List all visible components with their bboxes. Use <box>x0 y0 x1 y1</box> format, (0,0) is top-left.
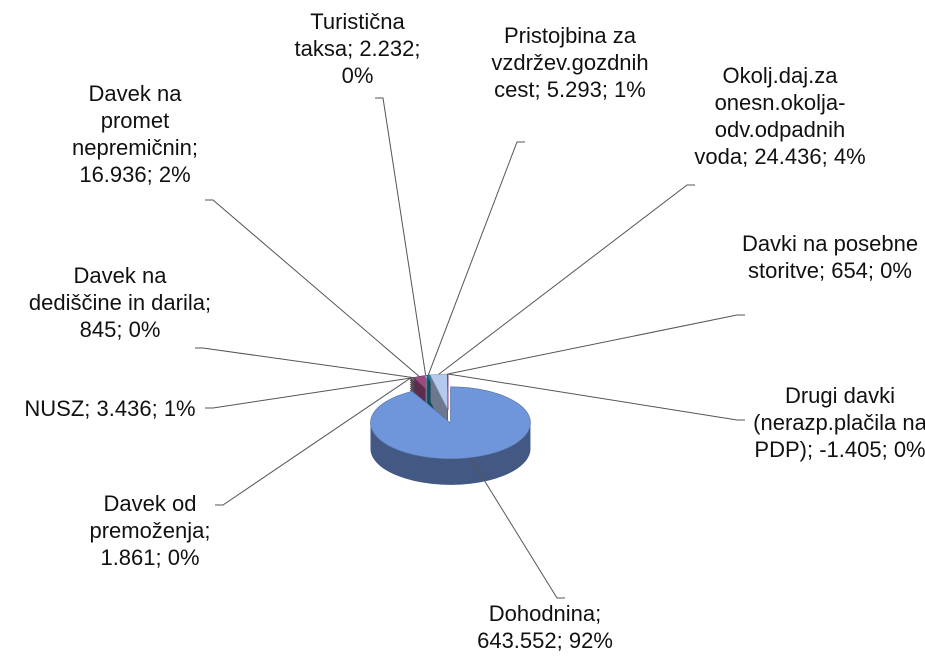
label-part: 1% <box>163 396 196 421</box>
label-part: 1% <box>614 77 646 102</box>
label-part: Davek na promet nepremičnin <box>72 81 198 160</box>
leader-line <box>438 184 695 375</box>
leader-line <box>469 457 565 599</box>
data-label: Davki na posebne storitve 654 0% <box>740 230 920 284</box>
leader-line <box>447 314 745 375</box>
label-part: 92% <box>568 628 613 653</box>
leader-line <box>195 347 414 379</box>
label-part: 24.436 <box>754 144 834 169</box>
label-part: Davek od premoženja <box>89 491 210 543</box>
data-label: Turistična taksa 2.232 0% <box>290 8 425 89</box>
data-label: Okolj.daj.za onesn.okolja-odv.odpadnih v… <box>690 62 870 170</box>
label-part: 0% <box>893 437 925 462</box>
label-part: 0% <box>128 317 161 342</box>
slice-top <box>370 386 531 460</box>
label-part: 5.293 <box>547 77 614 102</box>
label-part: 654 <box>831 258 880 283</box>
data-label: NUSZ 3.436 1% <box>10 395 210 422</box>
data-label: Davek na promet nepremičnin 16.936 2% <box>55 80 215 188</box>
data-label: Davek od premoženja 1.861 0% <box>70 490 230 571</box>
data-label: Davek na dediščine in darila 845 0% <box>25 262 215 343</box>
label-part: 1.861 <box>100 545 167 570</box>
label-part: 643.552 <box>477 628 569 653</box>
leader-line <box>205 377 412 409</box>
label-part: NUSZ <box>24 396 96 421</box>
label-part: Davek na dediščine in darila <box>29 263 211 315</box>
label-part: 4% <box>833 144 866 169</box>
label-part: 2.232 <box>359 36 420 61</box>
label-part: 2% <box>158 162 191 187</box>
leader-line <box>205 199 420 377</box>
data-label: Pristojbina za vzdržev.gozdnih cest 5.29… <box>470 22 670 103</box>
label-part: 16.936 <box>79 162 159 187</box>
data-label: Dohodnina 643.552 92% <box>460 600 630 654</box>
label-part: 3.436 <box>97 396 164 421</box>
label-part: Dohodnina <box>489 601 602 626</box>
label-part: -1.405 <box>819 437 894 462</box>
label-part: 845 <box>80 317 129 342</box>
slice <box>370 386 531 485</box>
label-part: 0% <box>880 258 912 283</box>
label-part: 0% <box>341 63 374 88</box>
leader-line <box>447 373 745 421</box>
data-label: Drugi davki (nerazp.plačila na PDP) -1.4… <box>740 382 925 463</box>
leader-line <box>215 377 411 506</box>
leader-line <box>427 141 525 376</box>
label-part: 0% <box>167 545 200 570</box>
leader-line <box>375 97 427 376</box>
